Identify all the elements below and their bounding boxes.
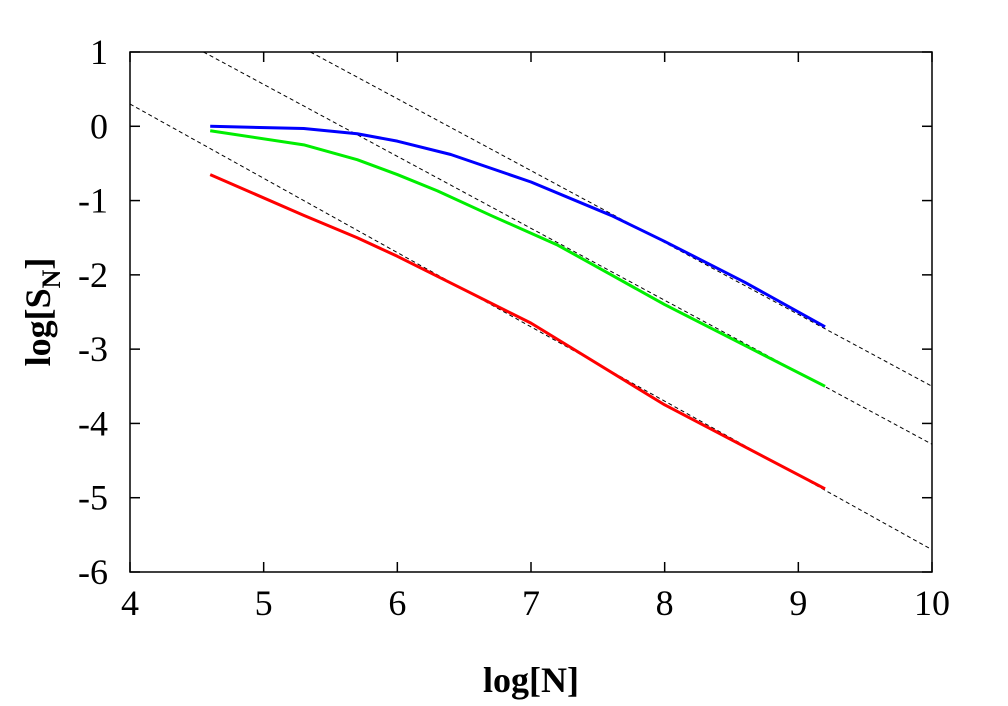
y-tick-label: -4 — [78, 403, 108, 443]
x-tick-label: 8 — [656, 583, 674, 623]
x-tick-label: 7 — [522, 583, 540, 623]
y-tick-label: -5 — [78, 478, 108, 518]
y-tick-label: 0 — [90, 106, 108, 146]
x-tick-label: 10 — [914, 583, 950, 623]
y-axis: 1 0 -1 -2 -3 -4 -5 -6 — [78, 32, 932, 592]
x-tick-label: 5 — [255, 583, 273, 623]
x-tick-label: 4 — [121, 583, 139, 623]
y-axis-label: log[SN] — [18, 258, 66, 367]
y-axis-label-subscript: N — [37, 269, 66, 288]
series-line — [209, 129, 826, 388]
x-tick-label: 6 — [388, 583, 406, 623]
y-tick-label: 1 — [90, 32, 108, 72]
x-tick-label: 9 — [789, 583, 807, 623]
data-series — [209, 124, 826, 491]
x-axis-label: log[N] — [483, 660, 579, 700]
y-tick-label: -2 — [78, 255, 108, 295]
y-axis-label-close: ] — [18, 258, 58, 270]
y-tick-label: -6 — [78, 552, 108, 592]
series-line — [209, 173, 826, 491]
series-line — [210, 124, 826, 329]
y-tick-label: -1 — [78, 181, 108, 221]
y-tick-label: -3 — [78, 329, 108, 369]
plot-frame — [129, 51, 933, 573]
y-axis-label-main: log[S — [18, 288, 58, 366]
x-axis: 4 5 6 7 8 9 10 — [121, 52, 950, 623]
